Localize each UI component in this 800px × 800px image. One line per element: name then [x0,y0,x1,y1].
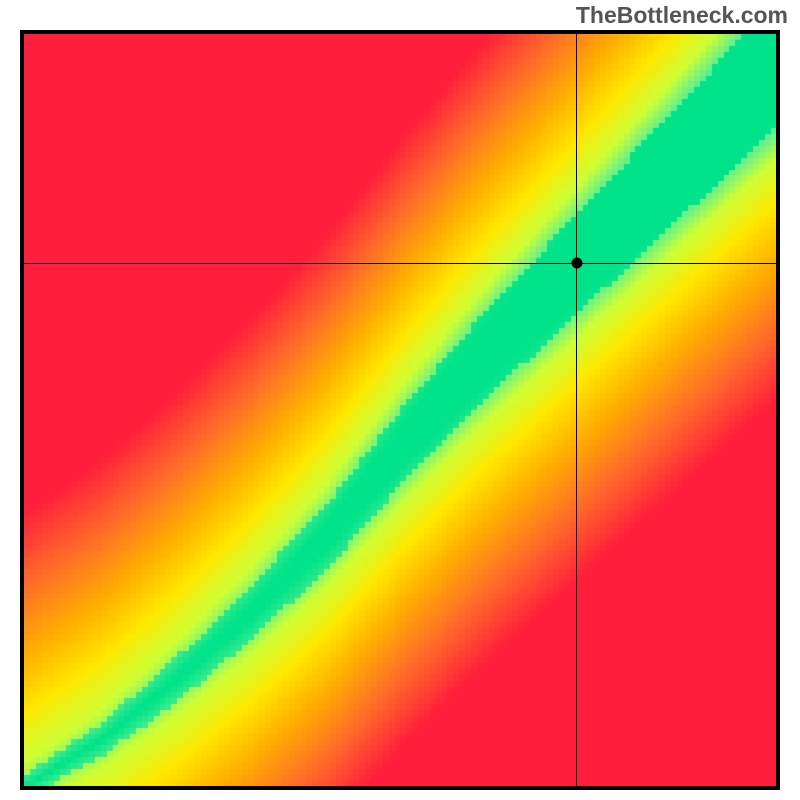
chart-container: { "watermark": { "text": "TheBottleneck.… [0,0,800,800]
crosshair-vertical [576,34,578,786]
watermark-text: TheBottleneck.com [576,2,788,29]
heatmap-canvas [24,34,776,786]
crosshair-horizontal [24,263,776,265]
plot-area [24,34,776,786]
crosshair-marker [571,258,582,269]
